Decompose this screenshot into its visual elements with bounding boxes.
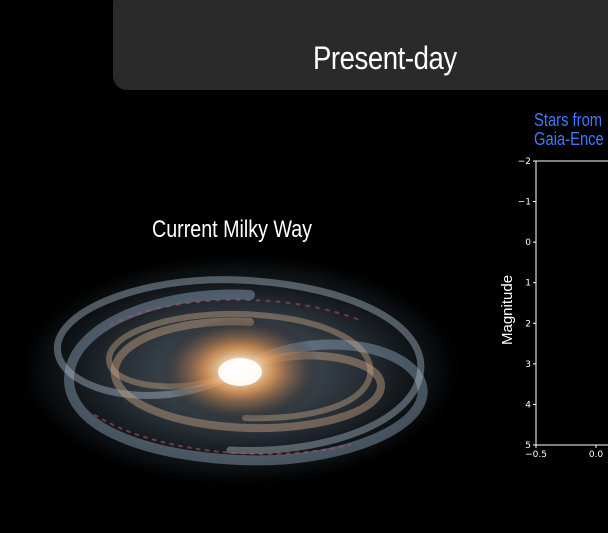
title-banner — [113, 0, 608, 90]
banner-title: Present-day — [313, 40, 457, 76]
x-tick-label: 0.0 — [589, 450, 604, 460]
y-tick-label: 0 — [525, 238, 531, 248]
y-tick-label: 5 — [525, 441, 531, 451]
y-tick-label: 2 — [525, 319, 531, 329]
y-tick-label: 1 — [525, 279, 531, 289]
galaxy-label: Current Milky Way — [152, 216, 313, 243]
chart-ticks: −2 −1 0 1 2 3 4 5−0.5 0.0 — [518, 157, 604, 460]
scatter-chart: −2 −1 0 1 2 3 4 5−0.5 0.0 Magnitude — [499, 157, 608, 460]
y-tick-label: −2 — [518, 157, 531, 167]
y-tick-label: 3 — [525, 360, 531, 370]
y-axis-label: Magnitude — [499, 275, 516, 345]
chart-title-line-1: Stars from — [534, 110, 603, 130]
chart-axes — [535, 160, 608, 446]
y-tick-label: −1 — [518, 198, 531, 208]
x-tick-label: −0.5 — [525, 450, 547, 460]
spiral-galaxy-image — [12, 250, 468, 490]
chart-title-line-2: Gaia-Ence — [534, 129, 604, 149]
chart-title: Stars from Gaia-Ence — [534, 111, 604, 149]
y-tick-label: 4 — [525, 400, 531, 410]
